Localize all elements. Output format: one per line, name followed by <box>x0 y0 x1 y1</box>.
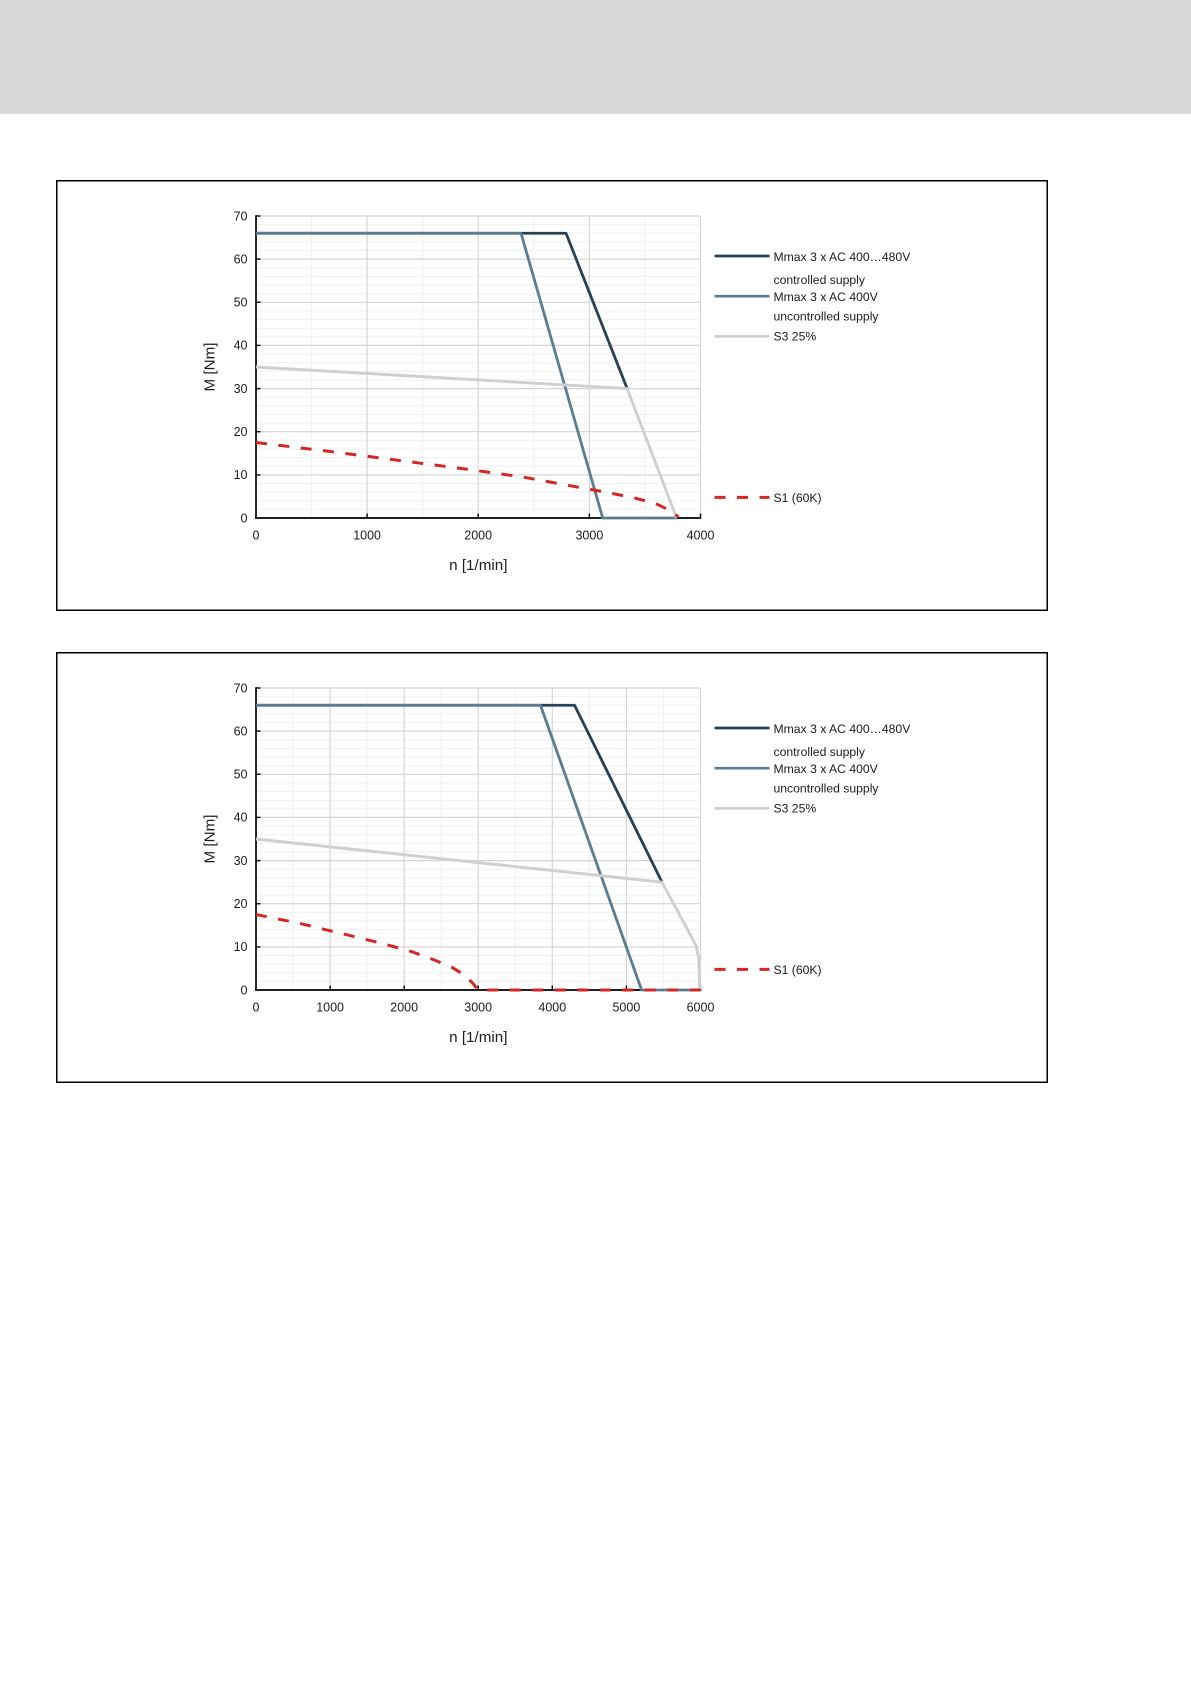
svg-text:20: 20 <box>234 897 248 911</box>
svg-text:1000: 1000 <box>316 1001 344 1015</box>
svg-text:2000: 2000 <box>464 529 492 543</box>
svg-text:Mmax 3 x AC 400…480V: Mmax 3 x AC 400…480V <box>774 250 912 264</box>
svg-text:Mmax 3 x AC 400…480V: Mmax 3 x AC 400…480V <box>774 722 912 736</box>
svg-text:0: 0 <box>253 1001 260 1015</box>
svg-text:4000: 4000 <box>538 1001 566 1015</box>
svg-text:70: 70 <box>234 209 248 223</box>
svg-text:controlled supply: controlled supply <box>774 745 866 759</box>
svg-text:S3 25%: S3 25% <box>774 330 817 344</box>
svg-text:30: 30 <box>234 854 248 868</box>
svg-text:40: 40 <box>234 811 248 825</box>
svg-text:S1 (60K): S1 (60K) <box>774 491 822 505</box>
svg-text:M [Nm]: M [Nm] <box>202 343 219 392</box>
svg-text:Mmax 3 x AC 400V: Mmax 3 x AC 400V <box>774 762 879 776</box>
svg-text:4000: 4000 <box>687 529 715 543</box>
svg-text:60: 60 <box>234 252 248 266</box>
svg-text:n [1/min]: n [1/min] <box>449 1029 507 1046</box>
svg-text:50: 50 <box>234 296 248 310</box>
svg-text:controlled supply: controlled supply <box>774 273 866 287</box>
svg-text:0: 0 <box>241 983 248 997</box>
svg-text:S3 25%: S3 25% <box>774 802 817 816</box>
svg-text:0: 0 <box>253 529 260 543</box>
svg-text:10: 10 <box>234 940 248 954</box>
svg-text:30: 30 <box>234 382 248 396</box>
svg-text:n [1/min]: n [1/min] <box>449 557 507 574</box>
svg-text:60: 60 <box>234 724 248 738</box>
svg-text:0: 0 <box>241 511 248 525</box>
svg-text:1000: 1000 <box>353 529 381 543</box>
svg-text:S1 (60K): S1 (60K) <box>774 963 822 977</box>
svg-text:2000: 2000 <box>390 1001 418 1015</box>
svg-text:50: 50 <box>234 768 248 782</box>
svg-text:20: 20 <box>234 425 248 439</box>
svg-text:Mmax 3 x AC 400V: Mmax 3 x AC 400V <box>774 290 879 304</box>
svg-text:10: 10 <box>234 468 248 482</box>
svg-text:70: 70 <box>234 681 248 695</box>
svg-text:40: 40 <box>234 339 248 353</box>
svg-text:5000: 5000 <box>612 1001 640 1015</box>
svg-text:6000: 6000 <box>687 1001 715 1015</box>
svg-text:uncontrolled supply: uncontrolled supply <box>774 781 880 795</box>
svg-text:uncontrolled supply: uncontrolled supply <box>774 309 880 323</box>
svg-text:3000: 3000 <box>575 529 603 543</box>
svg-text:M [Nm]: M [Nm] <box>202 815 219 864</box>
svg-text:3000: 3000 <box>464 1001 492 1015</box>
